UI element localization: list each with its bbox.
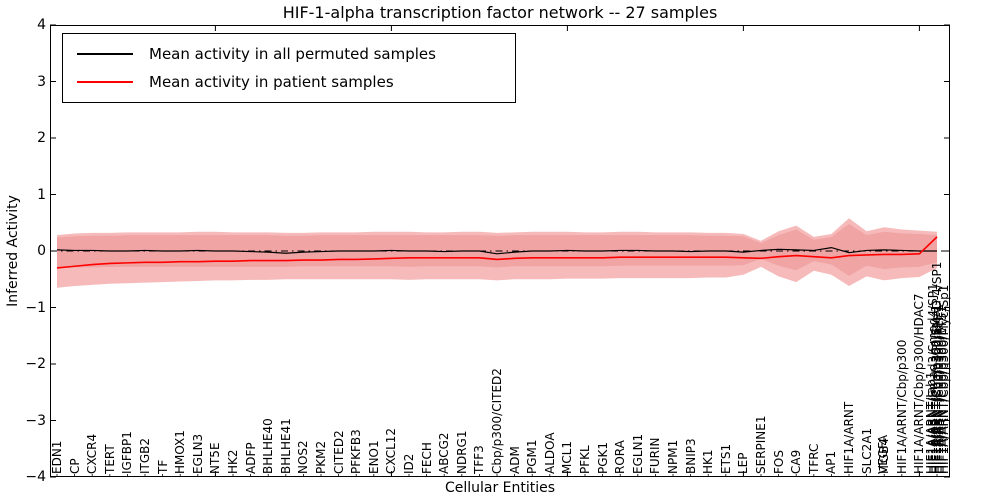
legend-item-permuted: Mean activity in all permuted samples (63, 40, 515, 68)
x-tick-label: CA9 (789, 449, 804, 474)
x-tick-label: CITED2 (331, 430, 346, 474)
x-tick-label: TERT (102, 444, 117, 474)
x-tick-label: CP (67, 458, 82, 474)
x-tick-label: ITGB2 (138, 437, 152, 474)
x-tick-label: SLC2A1 (859, 427, 874, 474)
x-tick-label: HIF1A/ARNT/Cbp/p300 (894, 339, 909, 474)
y-tick-label: 4 (37, 17, 46, 33)
y-tick-label: −4 (25, 469, 46, 485)
x-tick-label: HK2 (226, 449, 240, 474)
x-tick-label: NDRG1 (454, 430, 469, 475)
x-tick-label: BHLHE41 (278, 418, 293, 474)
x-tick-label: NPM1 (666, 439, 680, 474)
x-axis-label: Cellular Entities (444, 480, 556, 496)
x-tick-label: ABCG2 (437, 432, 452, 474)
x-tick-label: BNIP3 (683, 438, 698, 474)
legend-label-permuted: Mean activity in all permuted samples (149, 45, 436, 63)
x-tick-label: HMOX1 (173, 430, 188, 474)
x-tick-label: ID2 (402, 453, 416, 474)
x-tick-label: LEP (736, 452, 751, 474)
y-tick-label: −3 (25, 412, 46, 429)
x-tick-label: TFRC (806, 443, 821, 474)
y-tick-label: −1 (25, 299, 46, 316)
x-tick-label: RORA (613, 440, 628, 474)
permuted-mean-line (56, 246, 937, 255)
x-tick-label: PGM1 (525, 439, 540, 474)
x-tick-label: NT5E (208, 442, 223, 474)
permuted-std-band (57, 223, 937, 276)
y-tick-label: 0 (37, 243, 46, 259)
x-tick-label: MCL1 (560, 440, 575, 474)
chart-title: HIF-1-alpha transcription factor network… (282, 3, 718, 22)
x-tick-label: TFF3 (472, 445, 487, 474)
y-tick-label: −2 (25, 356, 46, 372)
x-tick-label: SERPINE1 (754, 415, 768, 474)
x-tick-label: ALDOA (542, 432, 557, 474)
y-tick-label: 1 (37, 186, 46, 203)
patient-mean-line (56, 236, 938, 269)
x-tick-label: HIF1A/ARNT/Cbp/p300/Myc/Sp1 (937, 284, 952, 474)
x-tick-label: PKM2 (314, 440, 328, 474)
y-tick-label: 3 (37, 73, 46, 90)
x-tick-label: CXCR4 (85, 433, 100, 474)
x-tick-label: EGLN3 (190, 433, 205, 474)
legend: Mean activity in all permuted samples Me… (62, 33, 516, 103)
x-tick-label: VEGFA (876, 434, 890, 474)
x-tick-label: CXCL12 (384, 427, 399, 474)
x-tick-label: HK1 (701, 449, 716, 474)
legend-line-patient-icon (77, 81, 133, 83)
x-tick-label: PFKL (578, 445, 592, 474)
x-tick-label: ADM (507, 446, 522, 474)
x-tick-label: EDN1 (50, 440, 64, 474)
x-tick-label: NOS2 (296, 440, 311, 474)
x-tick-label: BHLHE40 (261, 418, 276, 474)
x-tick-label: ENO1 (366, 440, 381, 474)
x-tick-label: TF (155, 459, 170, 474)
legend-label-patient: Mean activity in patient samples (149, 73, 394, 91)
x-tick-label: PGK1 (595, 441, 610, 474)
legend-item-patient: Mean activity in patient samples (63, 68, 515, 96)
x-tick-label: AP1 (824, 450, 839, 474)
x-tick-label: HIF1A/ARNT (842, 401, 856, 474)
x-tick-label: ADFP (243, 442, 258, 474)
x-tick-label: IGFBP1 (120, 431, 135, 474)
x-tick-label: ETS1 (718, 443, 733, 474)
x-tick-label: FURIN (648, 437, 663, 474)
x-tick-label: EGLN1 (630, 433, 645, 474)
x-tick-label: Cbp/p300/CITED2 (490, 368, 504, 474)
x-tick-label: FOS (771, 450, 786, 474)
legend-line-permuted-icon (77, 53, 133, 55)
x-tick-label: PFKFB3 (349, 429, 364, 474)
y-tick-label: 2 (37, 130, 46, 146)
x-tick-label: FECH (419, 442, 434, 474)
